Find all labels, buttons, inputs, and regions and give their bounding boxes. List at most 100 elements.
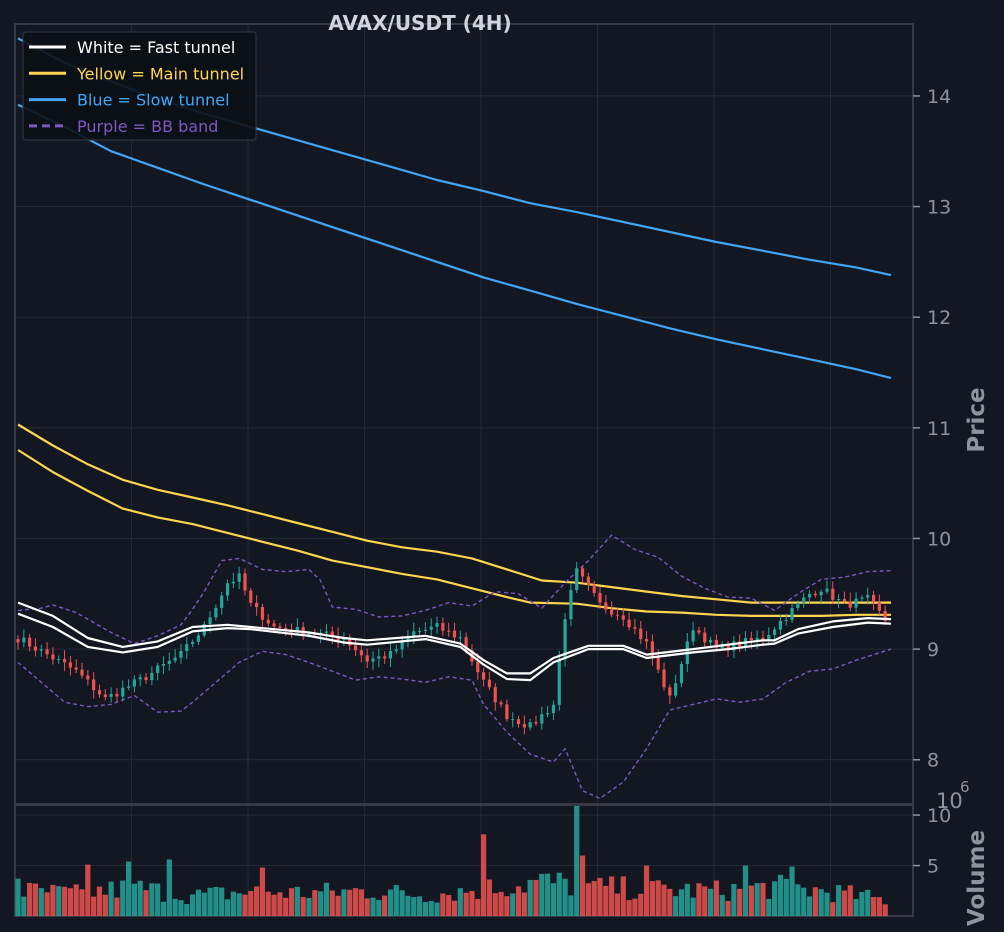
- volume-bar: [562, 878, 568, 916]
- candle-body: [476, 661, 480, 673]
- bb-lower-line: [17, 648, 892, 800]
- volume-bar: [515, 886, 522, 916]
- volume-bar: [667, 888, 673, 916]
- volume-bar: [469, 890, 475, 916]
- volume-bar: [347, 889, 353, 916]
- volume-bar: [411, 897, 417, 916]
- volume-bar: [21, 896, 27, 916]
- candle-body: [330, 631, 334, 637]
- candle-body: [644, 639, 649, 642]
- volume-bar: [620, 876, 626, 916]
- candle-body: [866, 594, 870, 598]
- candle-body: [837, 599, 841, 601]
- candle-body: [115, 693, 119, 697]
- volume-bar: [265, 891, 271, 916]
- volume-bar: [882, 904, 888, 916]
- candle-body: [749, 638, 753, 641]
- volume-bar: [271, 894, 277, 916]
- volume-bar: [643, 865, 650, 916]
- volume-bar: [463, 892, 469, 916]
- volume-bar: [67, 888, 73, 916]
- volume-bar: [131, 883, 137, 916]
- volume-bar: [754, 883, 760, 916]
- candle-body: [662, 669, 666, 688]
- volume-bar: [661, 884, 667, 916]
- price-tick-label: 8: [927, 750, 939, 772]
- volume-bar: [44, 892, 50, 916]
- main-tunnel-upper-line: [17, 423, 891, 604]
- volume-bar: [224, 899, 231, 916]
- candle-body: [220, 595, 224, 608]
- volume-scale-exponent: 6: [960, 778, 970, 796]
- candle-body: [546, 713, 550, 715]
- volume-bar: [585, 883, 591, 916]
- volume-bar: [155, 883, 161, 916]
- volume-bar: [568, 895, 574, 916]
- volume-bar: [318, 891, 324, 916]
- candle-body: [377, 656, 381, 659]
- volume-bar: [259, 867, 266, 916]
- volume-bar: [27, 882, 33, 916]
- volume-bar: [236, 893, 242, 916]
- volume-bar: [719, 894, 725, 916]
- slow-tunnel-lower-line: [17, 103, 892, 380]
- candle-body: [103, 694, 107, 698]
- candle-body: [499, 702, 503, 705]
- volume-tick-label: 10: [927, 805, 951, 827]
- volume-bar: [574, 806, 580, 916]
- candle-body: [266, 619, 270, 624]
- volume-bar: [79, 889, 85, 916]
- candle-body: [883, 610, 887, 621]
- volume-bar: [446, 895, 452, 916]
- volume-bar: [609, 876, 615, 916]
- volume-bar: [56, 886, 62, 916]
- volume-bar: [696, 883, 702, 916]
- volume-bar: [597, 877, 603, 916]
- volume-bar: [160, 901, 167, 916]
- volume-bar: [15, 878, 21, 916]
- volume-bar: [870, 896, 877, 916]
- volume-bar: [591, 881, 597, 916]
- volume-bar: [61, 886, 68, 916]
- volume-bar: [737, 888, 743, 916]
- candle-body: [191, 641, 195, 645]
- candle-body: [604, 602, 608, 610]
- volume-bar: [812, 887, 818, 916]
- candle-body: [400, 640, 404, 650]
- volume-bar: [789, 866, 795, 916]
- candle-body: [726, 643, 730, 651]
- candle-body: [755, 637, 759, 641]
- volume-bar: [335, 895, 341, 916]
- candle-body: [353, 645, 358, 651]
- volume-bar: [277, 892, 283, 916]
- candle-body: [45, 649, 49, 655]
- candle-body: [464, 637, 468, 651]
- volume-bar: [73, 884, 79, 916]
- volume-bar: [120, 880, 126, 916]
- candle-body: [429, 626, 433, 630]
- volume-bar: [836, 885, 842, 916]
- volume-bar: [475, 898, 481, 916]
- volume-bar: [777, 874, 784, 916]
- price-tick-label: 12: [927, 307, 951, 329]
- candle-body: [68, 662, 72, 668]
- volume-bar: [579, 855, 586, 916]
- candle-body: [534, 722, 538, 724]
- candle-body: [819, 591, 823, 596]
- candle-body: [243, 573, 247, 591]
- candle-body: [557, 659, 561, 705]
- candle-body: [39, 649, 43, 651]
- volume-bar: [655, 880, 661, 916]
- candle-body: [854, 598, 858, 608]
- legend-label: White = Fast tunnel: [77, 38, 235, 57]
- fast-tunnel-lower-line: [17, 612, 892, 682]
- candle-body: [633, 627, 637, 629]
- volume-bar: [434, 902, 440, 916]
- volume-bar: [451, 900, 458, 916]
- candle-body: [255, 602, 259, 608]
- volume-bar: [283, 897, 289, 916]
- volume-bar: [731, 883, 737, 916]
- volume-bar: [172, 898, 178, 916]
- candle-body: [97, 690, 102, 695]
- volume-bar: [207, 887, 213, 916]
